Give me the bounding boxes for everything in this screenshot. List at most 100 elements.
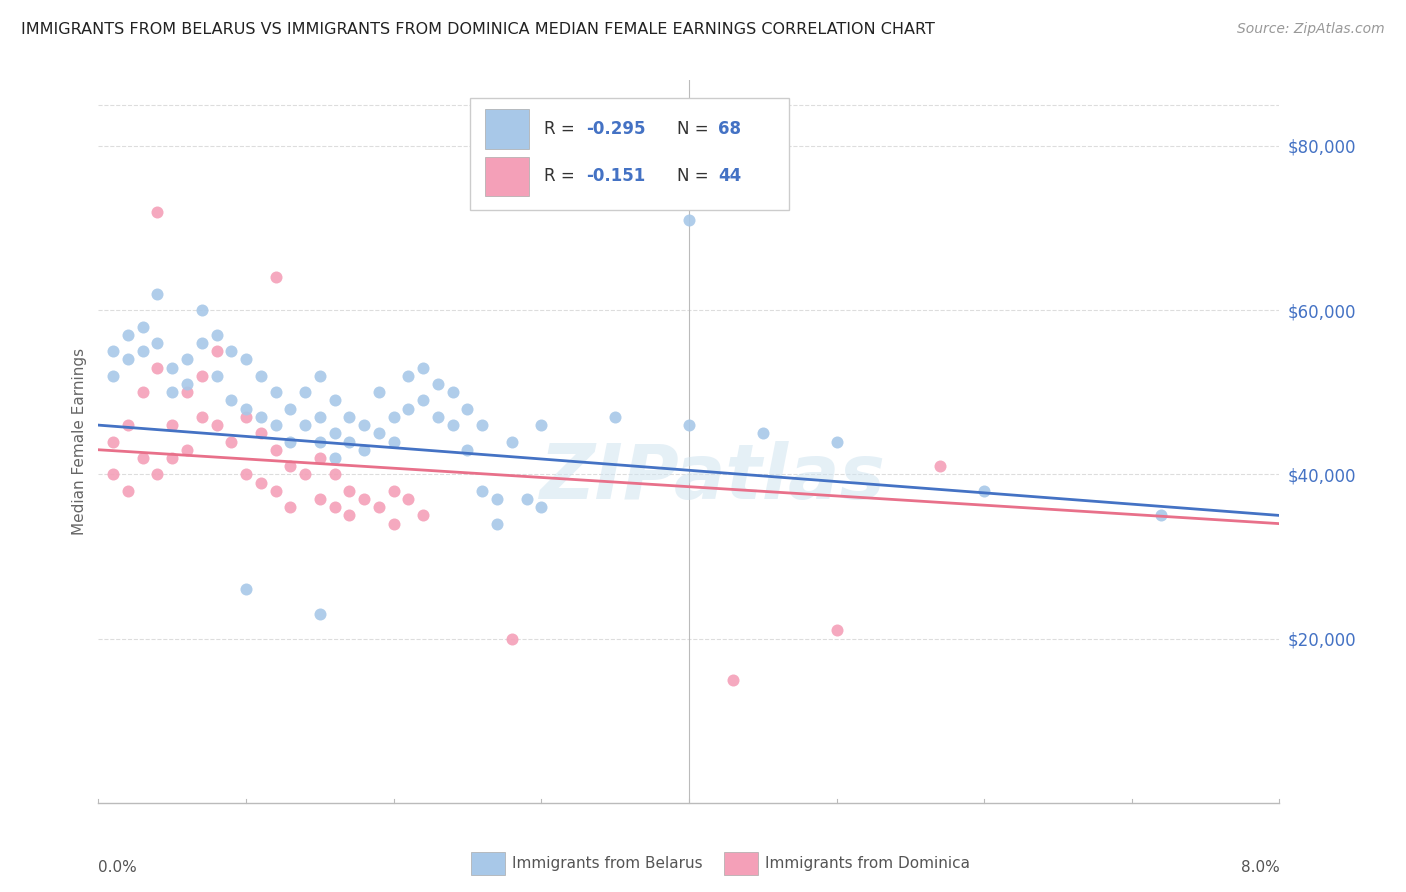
Point: [176, 352, 198, 367]
Point: [486, 516, 509, 531]
Point: [146, 204, 169, 219]
Point: [973, 483, 995, 498]
Point: [678, 418, 700, 433]
Point: [530, 418, 553, 433]
Point: [825, 624, 848, 638]
Point: [221, 434, 243, 449]
Point: [309, 434, 332, 449]
Point: [309, 491, 332, 506]
Point: [368, 385, 391, 400]
Text: 44: 44: [718, 168, 742, 186]
Point: [205, 327, 228, 342]
Point: [205, 418, 228, 433]
Point: [132, 450, 155, 465]
Point: [382, 483, 405, 498]
Point: [294, 467, 316, 482]
Point: [280, 434, 302, 449]
Point: [501, 434, 523, 449]
Point: [235, 467, 257, 482]
Point: [353, 418, 375, 433]
Point: [205, 368, 228, 383]
Point: [103, 434, 125, 449]
Text: Immigrants from Belarus: Immigrants from Belarus: [512, 856, 703, 871]
Point: [162, 385, 183, 400]
Text: -0.295: -0.295: [586, 120, 645, 137]
Point: [132, 319, 155, 334]
Point: [398, 491, 420, 506]
Point: [280, 500, 302, 515]
Point: [264, 418, 287, 433]
Point: [323, 426, 346, 441]
Point: [486, 491, 509, 506]
Point: [146, 467, 169, 482]
Text: R =: R =: [544, 168, 579, 186]
Point: [264, 270, 287, 285]
Point: [117, 483, 139, 498]
Point: [162, 360, 183, 375]
FancyBboxPatch shape: [471, 98, 789, 211]
Point: [368, 426, 391, 441]
Point: [191, 409, 214, 424]
Point: [250, 368, 273, 383]
Point: [235, 401, 257, 416]
Point: [382, 516, 405, 531]
Point: [323, 467, 346, 482]
Point: [176, 377, 198, 392]
Point: [412, 360, 434, 375]
Point: [191, 368, 214, 383]
Point: [323, 450, 346, 465]
Point: [191, 336, 214, 351]
Point: [457, 442, 479, 457]
Point: [309, 409, 332, 424]
Point: [427, 377, 450, 392]
Text: ZIPatlas: ZIPatlas: [540, 441, 886, 515]
Point: [929, 459, 952, 474]
Point: [294, 418, 316, 433]
Point: [250, 475, 273, 490]
Text: 0.0%: 0.0%: [98, 860, 138, 875]
Point: [250, 426, 273, 441]
Point: [339, 409, 361, 424]
Point: [176, 385, 198, 400]
Point: [323, 393, 346, 408]
Point: [235, 352, 257, 367]
Point: [235, 409, 257, 424]
Point: [678, 212, 700, 227]
Point: [339, 508, 361, 523]
Point: [205, 344, 228, 359]
Point: [353, 442, 375, 457]
Text: IMMIGRANTS FROM BELARUS VS IMMIGRANTS FROM DOMINICA MEDIAN FEMALE EARNINGS CORRE: IMMIGRANTS FROM BELARUS VS IMMIGRANTS FR…: [21, 22, 935, 37]
Point: [723, 673, 745, 687]
Text: N =: N =: [678, 120, 714, 137]
Point: [309, 368, 332, 383]
Point: [752, 426, 775, 441]
Point: [339, 483, 361, 498]
Point: [146, 360, 169, 375]
Point: [309, 607, 332, 621]
FancyBboxPatch shape: [485, 109, 530, 149]
Point: [427, 409, 450, 424]
Point: [323, 500, 346, 515]
Point: [530, 500, 553, 515]
Point: [457, 401, 479, 416]
Point: [605, 409, 627, 424]
Text: Immigrants from Dominica: Immigrants from Dominica: [765, 856, 970, 871]
Point: [132, 385, 155, 400]
Point: [146, 336, 169, 351]
Point: [382, 409, 405, 424]
Point: [146, 286, 169, 301]
Text: 8.0%: 8.0%: [1240, 860, 1279, 875]
Point: [103, 344, 125, 359]
Text: 68: 68: [718, 120, 741, 137]
Text: -0.151: -0.151: [586, 168, 645, 186]
Point: [280, 401, 302, 416]
Point: [162, 418, 183, 433]
Point: [1150, 508, 1173, 523]
Point: [412, 393, 434, 408]
Point: [501, 632, 523, 646]
Point: [339, 434, 361, 449]
Point: [264, 483, 287, 498]
Point: [117, 352, 139, 367]
Point: [221, 344, 243, 359]
Text: N =: N =: [678, 168, 714, 186]
